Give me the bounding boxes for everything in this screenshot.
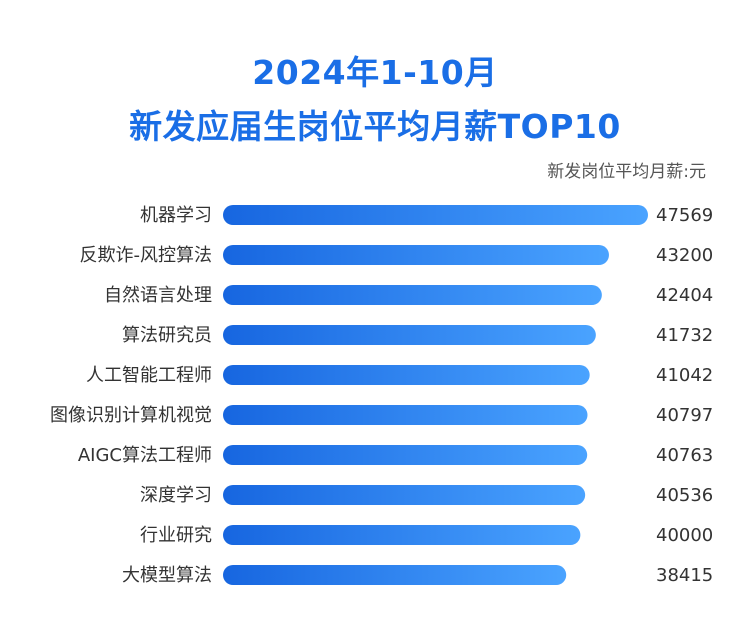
value-label: 40000: [656, 525, 713, 546]
bar: [223, 325, 596, 345]
category-label: AIGC算法工程师: [78, 445, 212, 466]
value-label: 47569: [656, 205, 713, 226]
category-label: 机器学习: [140, 205, 212, 226]
bar: [223, 205, 648, 225]
category-label: 反欺诈-风控算法: [80, 245, 213, 266]
chart-title-line2: 新发应届生岗位平均月薪TOP10: [129, 107, 621, 146]
category-label: 算法研究员: [122, 325, 212, 346]
bar: [223, 525, 581, 545]
value-label: 41042: [656, 365, 713, 386]
value-label: 42404: [656, 285, 713, 306]
category-label: 人工智能工程师: [86, 365, 212, 386]
bar: [223, 405, 588, 425]
value-label: 40797: [656, 405, 713, 426]
value-label: 43200: [656, 245, 713, 266]
value-label: 40763: [656, 445, 713, 466]
category-label: 图像识别计算机视觉: [50, 405, 212, 426]
bar: [223, 365, 590, 385]
bar: [223, 445, 588, 465]
value-label: 40536: [656, 485, 713, 506]
unit-label: 新发岗位平均月薪:元: [547, 162, 706, 182]
bar: [223, 285, 602, 305]
category-label: 深度学习: [140, 485, 212, 506]
category-label: 自然语言处理: [104, 285, 212, 306]
bar: [223, 245, 609, 265]
value-label: 41732: [656, 325, 713, 346]
category-label: 行业研究: [140, 525, 212, 546]
category-label: 大模型算法: [122, 565, 212, 586]
value-label: 38415: [656, 565, 713, 586]
bar: [223, 565, 567, 585]
chart-title-line1: 2024年1-10月: [252, 53, 498, 92]
bar: [223, 485, 586, 505]
